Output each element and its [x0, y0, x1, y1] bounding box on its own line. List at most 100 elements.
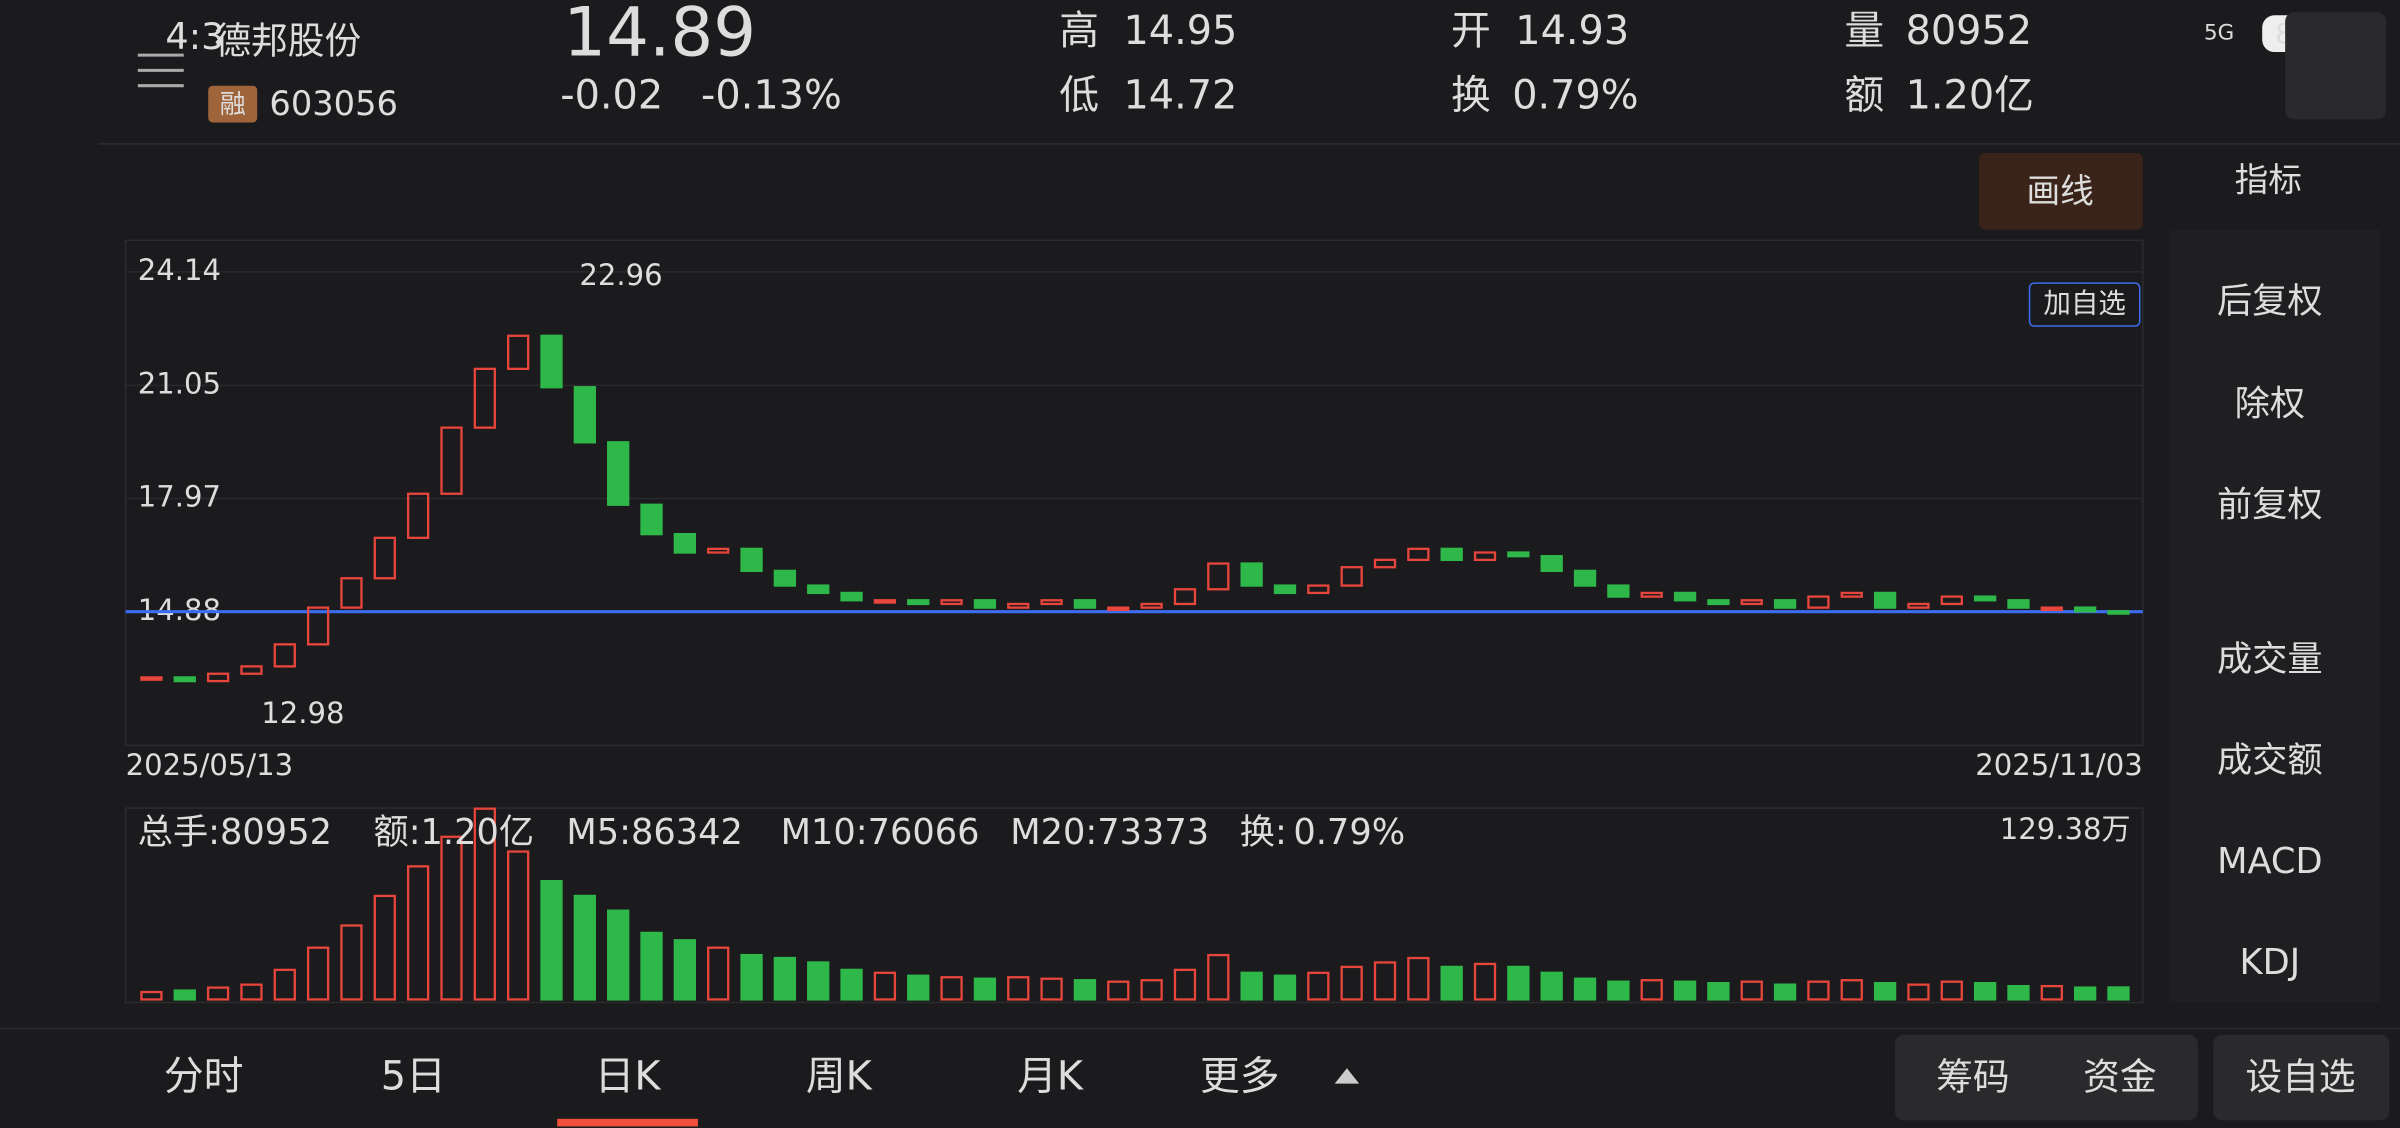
more-arrow [1334, 1068, 1360, 1084]
label: 量 [1844, 8, 1884, 54]
tab[interactable]: 日K [595, 1054, 662, 1100]
volume-header: M5:86342 [566, 812, 743, 853]
side-menu-item[interactable]: MACD [2217, 841, 2322, 882]
tab[interactable]: 分时 [164, 1054, 244, 1100]
orientation-button[interactable] [2285, 12, 2387, 120]
label: 开 [1451, 8, 1491, 54]
volume-header: M20:73373 [1010, 812, 1209, 853]
candle [2040, 606, 2063, 612]
turnover: 0.79% [1512, 72, 1638, 118]
tab[interactable]: 更多 [1200, 1054, 1280, 1100]
volume-bar [1807, 980, 1830, 1001]
side-menu-item[interactable]: 成交量 [2217, 639, 2323, 680]
candle [540, 334, 563, 389]
side-menu-item[interactable]: 后复权 [2217, 281, 2323, 322]
side-menu-item[interactable]: 前复权 [2217, 485, 2323, 526]
volume-bar [1273, 974, 1297, 1001]
volume-bar [373, 894, 396, 1001]
candle [406, 492, 430, 539]
side-menu-item[interactable]: KDJ [2240, 942, 2301, 983]
tab[interactable]: 周K [806, 1054, 873, 1100]
candle [1673, 591, 1697, 602]
change: -0.02 [560, 72, 663, 118]
volume-bar [973, 977, 997, 1001]
add-watch[interactable]: 加自选 [2043, 288, 2126, 320]
candle [306, 606, 330, 646]
candle [940, 599, 963, 606]
draw-button[interactable] [1979, 153, 2143, 230]
candle [840, 591, 863, 602]
candle [1107, 606, 1130, 612]
candle [1173, 588, 1197, 606]
candle [1773, 599, 1797, 609]
volume-header: 总手:80952 [138, 812, 332, 853]
tab-indicator [557, 1118, 698, 1127]
volume-bar [1373, 961, 1397, 1001]
volume-bar [807, 961, 830, 1001]
candle [1973, 595, 1997, 602]
volume-bar [1573, 977, 1597, 1001]
candle [1540, 555, 1563, 573]
y-tick-label: 21.05 [138, 366, 221, 400]
volume-bar [1173, 968, 1197, 1001]
volume-bar [607, 909, 630, 1001]
volume: 80952 [1906, 8, 2033, 54]
candle [1940, 595, 1963, 606]
candle [1507, 551, 1530, 558]
y-tick-label: 14.88 [138, 593, 221, 627]
side-menu-item[interactable]: 成交额 [2217, 740, 2323, 781]
candle [2007, 599, 2030, 609]
volume-bar [1340, 965, 1363, 1001]
volume-bar [673, 939, 697, 1001]
candle [740, 547, 763, 573]
volume-bar [907, 974, 930, 1001]
indicator-button[interactable]: 指标 [2235, 161, 2302, 200]
bottom-button[interactable]: 设自选 [2245, 1056, 2355, 1099]
candle [273, 643, 296, 668]
volume-bar [507, 850, 530, 1001]
high: 14.95 [1123, 8, 1237, 54]
volume-bar [2007, 984, 2030, 1001]
add-watch-box[interactable] [2028, 282, 2141, 327]
volume-bar [840, 968, 863, 1001]
label: 低 [1059, 72, 1099, 118]
side-panel [2170, 229, 2381, 1003]
candle [1840, 591, 1863, 598]
volume-header: 0.79% [1293, 812, 1405, 853]
candle [1040, 599, 1063, 606]
candle [773, 569, 797, 587]
volume-bar [1707, 982, 1730, 1001]
volume-bar [940, 976, 963, 1001]
price-frame [124, 239, 2144, 747]
candle [707, 547, 730, 554]
volume-bar [1407, 956, 1430, 1001]
volume-bar [1307, 971, 1330, 1001]
volume-bar [140, 990, 163, 1001]
tab[interactable]: 月K [1017, 1054, 1084, 1100]
volume-bar [240, 983, 263, 1001]
volume-header: 额:1.20亿 [374, 812, 535, 853]
draw-label: 画线 [2026, 171, 2093, 210]
volume-bar [640, 931, 663, 1001]
candle [1340, 566, 1363, 587]
volume-header: 换: [1240, 812, 1287, 853]
volume-bar [1773, 983, 1797, 1001]
candle [440, 426, 463, 495]
volume-bar [540, 879, 563, 1001]
volume-bar [340, 924, 363, 1001]
volume-bar [1840, 979, 1863, 1001]
candle [1873, 591, 1897, 609]
volume-bar [173, 989, 196, 1001]
menu-icon[interactable] [137, 53, 184, 88]
tab[interactable]: 5日 [381, 1054, 446, 1100]
volume-bar [440, 835, 463, 1001]
candle [573, 386, 596, 444]
network: 5G [2204, 21, 2234, 46]
candle [1440, 547, 1463, 562]
side-menu-item[interactable]: 除权 [2235, 384, 2305, 425]
bottom-button[interactable]: 筹码 [1936, 1056, 2009, 1099]
candle [1073, 599, 1097, 609]
label: 换 [1451, 72, 1491, 118]
candle [2073, 606, 2097, 613]
bottom-button[interactable]: 资金 [2083, 1056, 2156, 1099]
